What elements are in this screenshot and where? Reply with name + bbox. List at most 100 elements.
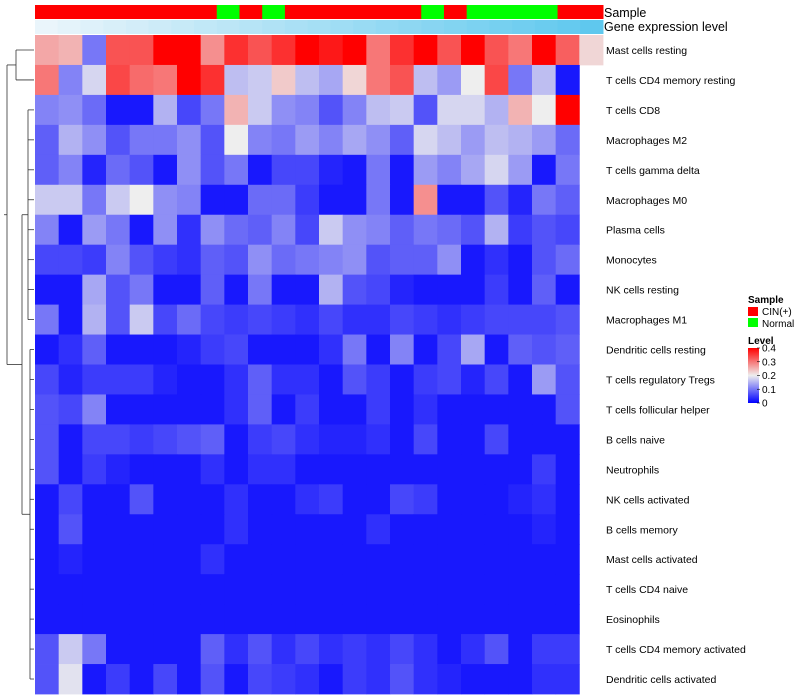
heatmap-cell	[106, 35, 131, 66]
heatmap-cell	[82, 64, 107, 96]
heatmap-cell	[390, 35, 415, 66]
heatmap-cell	[366, 184, 391, 216]
heatmap-cell	[271, 94, 296, 126]
expression-track-cell	[80, 20, 104, 34]
heatmap-cell	[342, 184, 367, 216]
expression-track-cell	[262, 20, 286, 34]
heatmap-cell	[342, 424, 367, 455]
heatmap-cell	[461, 124, 486, 156]
heatmap-cell	[271, 304, 296, 335]
heatmap-cell	[177, 64, 202, 96]
heatmap-cell	[177, 244, 202, 276]
heatmap-cell	[342, 514, 367, 545]
heatmap-cell	[82, 484, 107, 515]
heatmap-cell	[271, 424, 296, 455]
heatmap-cell	[248, 334, 273, 365]
legend-label-normal: Normal	[762, 319, 794, 330]
heatmap-cell	[58, 634, 83, 665]
heatmap-cell	[200, 214, 225, 246]
heatmap-cell	[484, 664, 509, 695]
heatmap-cell	[532, 604, 557, 635]
heatmap-cell	[271, 484, 296, 515]
sample-track-cell	[57, 5, 81, 19]
heatmap-cell	[342, 64, 367, 96]
heatmap-cell	[295, 604, 320, 635]
heatmap-cell	[437, 364, 462, 395]
heatmap-cell	[508, 35, 533, 66]
heatmap-cell	[177, 394, 202, 425]
legend-level-title: Level	[748, 336, 774, 347]
heatmap-cell	[295, 154, 320, 186]
heatmap-cell	[413, 274, 438, 305]
heatmap-cell	[224, 274, 249, 305]
heatmap-cell	[342, 484, 367, 515]
heatmap-cell	[153, 154, 178, 186]
heatmap-cell	[508, 514, 533, 545]
heatmap-cell	[177, 334, 202, 365]
heatmap-cell	[35, 514, 60, 545]
heatmap-cell	[248, 214, 273, 246]
row-label: T cells CD8	[606, 105, 660, 117]
heatmap-cell	[177, 514, 202, 545]
heatmap-cell	[295, 35, 320, 66]
heatmap-cell	[390, 124, 415, 156]
heatmap-cell	[532, 484, 557, 515]
heatmap-cell	[200, 544, 225, 575]
heatmap-cell	[224, 664, 249, 695]
heatmap-cell	[319, 184, 344, 216]
expression-track-cell	[103, 20, 127, 34]
heatmap-cell	[413, 64, 438, 96]
heatmap-cell	[82, 514, 107, 545]
heatmap-cell	[319, 574, 344, 605]
heatmap-cell	[295, 634, 320, 665]
heatmap-cell	[295, 514, 320, 545]
heatmap-cell	[508, 214, 533, 246]
heatmap-cell	[366, 35, 391, 66]
heatmap-cell	[532, 334, 557, 365]
heatmap-cell	[319, 304, 344, 335]
heatmap-cell	[342, 35, 367, 66]
heatmap-cell	[35, 334, 60, 365]
expression-track-cell	[489, 20, 513, 34]
heatmap-cell	[437, 424, 462, 455]
heatmap-cell	[366, 214, 391, 246]
heatmap-cell	[248, 154, 273, 186]
heatmap-cell	[35, 124, 60, 156]
heatmap-cell	[437, 484, 462, 515]
heatmap-cell	[319, 274, 344, 305]
heatmap-cell	[106, 634, 131, 665]
sample-track-cell	[262, 5, 286, 19]
heatmap-cell	[200, 574, 225, 605]
expression-track-cell	[284, 20, 309, 34]
heatmap-cell	[35, 94, 60, 126]
heatmap-cell	[248, 484, 273, 515]
heatmap-cell	[437, 634, 462, 665]
heatmap-cell	[390, 94, 415, 126]
sample-track-cell	[194, 5, 218, 19]
heatmap-cell	[106, 514, 131, 545]
heatmap-cell	[437, 454, 462, 485]
heatmap-cell	[484, 334, 509, 365]
heatmap-cell	[532, 64, 557, 96]
heatmap-cell	[532, 424, 557, 455]
heatmap-cell	[58, 364, 83, 395]
heatmap-cell	[200, 664, 225, 695]
heatmap-cell	[58, 184, 83, 216]
sample-track-cell	[443, 5, 468, 19]
heatmap-cell	[342, 124, 367, 156]
heatmap-cell	[153, 364, 178, 395]
heatmap-cell	[461, 35, 486, 66]
sample-track-cell	[80, 5, 104, 19]
heatmap-cell	[177, 544, 202, 575]
row-label: Dendritic cells activated	[606, 674, 716, 686]
heatmap-cell	[224, 184, 249, 216]
heatmap-cell	[224, 94, 249, 126]
heatmap-cell	[319, 544, 344, 575]
heatmap-cell	[390, 484, 415, 515]
heatmap-cell	[224, 634, 249, 665]
level-tick-label: 0	[762, 399, 768, 410]
sample-track-cell	[375, 5, 400, 19]
heatmap-cell	[295, 544, 320, 575]
heatmap-cell	[200, 304, 225, 335]
heatmap-cell	[437, 214, 462, 246]
